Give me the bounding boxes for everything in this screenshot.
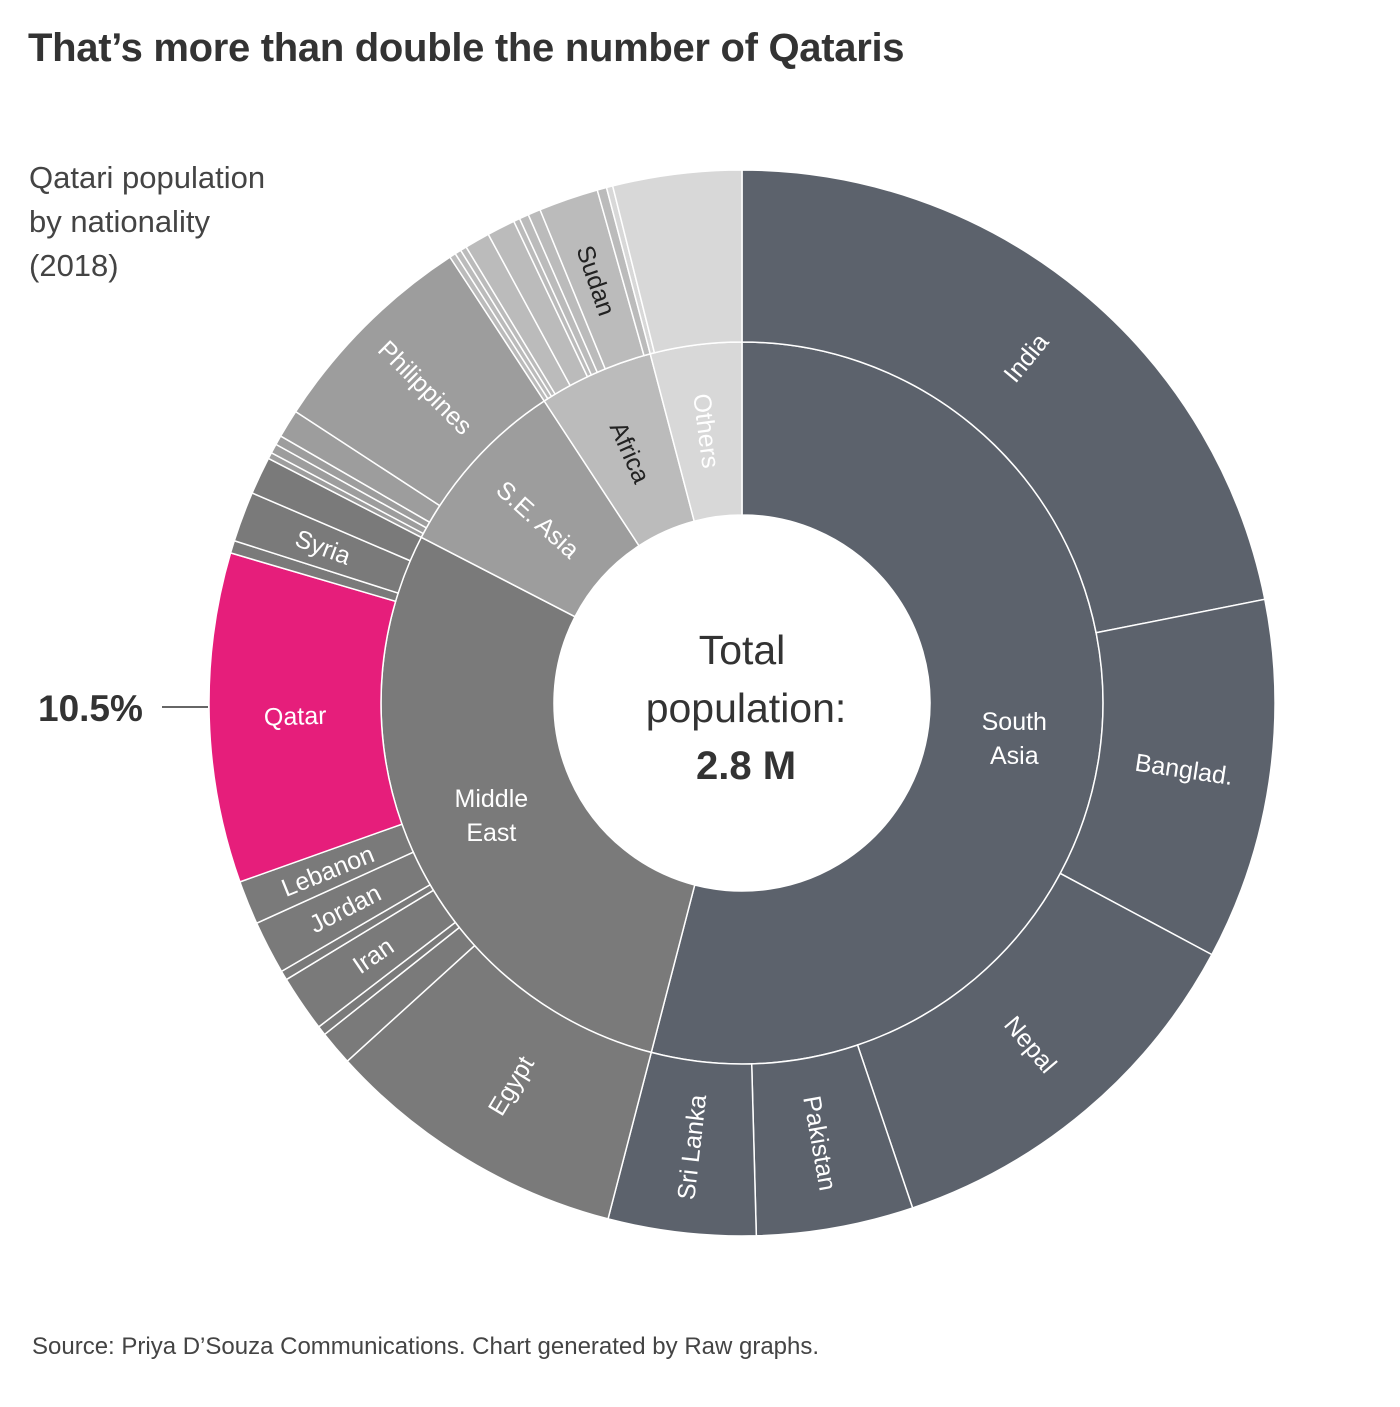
subtitle-line-3: (2018)	[29, 248, 119, 283]
source-note: Source: Priya D’Souza Communications. Ch…	[32, 1333, 820, 1360]
center-text-line-1: Total	[699, 627, 786, 673]
outer-ring	[208, 169, 1276, 1237]
subtitle-line-2: by nationality	[29, 204, 210, 239]
group-label-south-asia: South Asia	[982, 708, 1047, 770]
segment-india	[741, 169, 1266, 634]
inner-ring	[380, 341, 1104, 1065]
segment-unlabeled-20	[611, 169, 743, 354]
center-total-value: 2.8 M	[696, 744, 796, 788]
group-label-middle-east: Middle East	[455, 785, 529, 847]
qatar-callout-label: 10.5%	[38, 688, 143, 729]
subtitle-line-1: Qatari population	[29, 160, 266, 195]
center-text: Total population: 2.8 M	[646, 627, 847, 788]
chart-subtitle: Qatari population by nationality (2018)	[29, 156, 349, 288]
center-text-line-2: population:	[646, 685, 847, 731]
label-qatar: Qatar	[264, 702, 327, 732]
chart-title: That’s more than double the number of Qa…	[28, 26, 905, 70]
qatar-callout: 10.5%	[38, 688, 208, 729]
